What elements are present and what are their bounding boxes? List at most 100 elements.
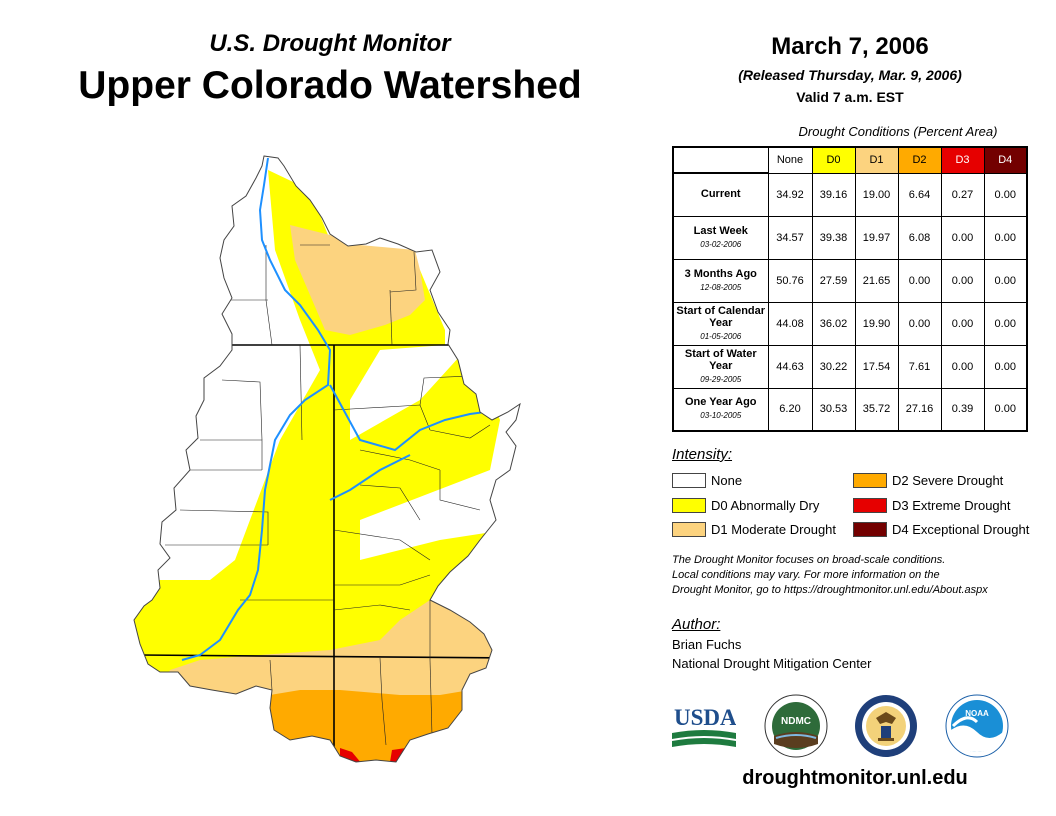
row-label: Last Week 03-02-2006 xyxy=(672,215,769,260)
table-cell: 0.00 xyxy=(983,215,1028,260)
row-date: 12-08-2005 xyxy=(700,282,742,292)
row-label: Start of Water Year 09-29-2005 xyxy=(672,344,769,389)
col-header-none: None xyxy=(767,146,813,174)
row-label: 3 Months Ago 12-08-2005 xyxy=(672,258,769,303)
note-line: Local conditions may vary. For more info… xyxy=(672,569,940,581)
ndmc-logo-text: NDMC xyxy=(781,716,811,727)
author-org: National Drought Mitigation Center xyxy=(672,656,872,671)
legend-label: D3 Extreme Drought xyxy=(892,497,1011,513)
disclaimer-note: The Drought Monitor focuses on broad-sca… xyxy=(672,553,1052,598)
legend-label: D2 Severe Drought xyxy=(892,472,1004,488)
author-heading: Author: xyxy=(672,616,721,633)
table-cell: 0.00 xyxy=(940,301,985,346)
table-cell: 0.00 xyxy=(940,215,985,260)
usda-logo-text: USDA xyxy=(674,705,736,730)
legend-label: D0 Abnormally Dry xyxy=(711,497,820,513)
legend-swatch-d1 xyxy=(672,521,706,537)
table-cell: 6.20 xyxy=(767,387,813,432)
table-cell: 35.72 xyxy=(854,387,899,432)
table-cell: 0.00 xyxy=(983,172,1028,217)
table-cell: 44.63 xyxy=(767,344,813,389)
legend-title: Intensity: xyxy=(672,446,733,463)
table-cell: 44.08 xyxy=(767,301,813,346)
table-cell: 27.16 xyxy=(897,387,942,432)
table-row: 3 Months Ago 12-08-2005 50.76 27.59 21.65 0.0… xyxy=(672,258,1028,303)
noaa-logo: NOAA xyxy=(945,694,1009,758)
legend-label: None xyxy=(711,472,743,488)
legend-swatch-d0 xyxy=(672,497,706,513)
row-date: 01-05-2006 xyxy=(700,331,742,341)
row-label-text: One Year Ago xyxy=(684,396,757,409)
table-cell: 30.22 xyxy=(811,344,856,389)
legend-item-d4: D4 Exceptional Drought xyxy=(853,520,1029,538)
author-name: Brian Fuchs xyxy=(672,637,742,652)
table-cell: 19.90 xyxy=(854,301,899,346)
table-cell: 21.65 xyxy=(854,258,899,303)
col-header-d1: D1 xyxy=(854,146,899,174)
row-label-text: Last Week xyxy=(693,224,748,237)
table-cell: 34.57 xyxy=(767,215,813,260)
table-row: Start of Calendar Year 01-05-2006 44.08 36.… xyxy=(672,301,1028,346)
row-label: Current xyxy=(672,172,769,217)
report-date: March 7, 2006 xyxy=(771,33,929,60)
legend-swatch-d2 xyxy=(853,472,887,488)
table-row: Current 34.92 39.16 19.00 6.64 0.27 0.00 xyxy=(672,172,1028,217)
legend-item-d2: D2 Severe Drought xyxy=(853,471,1003,489)
region-d3-east xyxy=(390,748,414,762)
row-date: 09-29-2005 xyxy=(700,374,742,384)
table-caption: Drought Conditions (Percent Area) xyxy=(798,124,998,139)
legend-label: D1 Moderate Drought xyxy=(711,521,837,537)
usda-logo: USDA xyxy=(672,705,736,747)
row-label: One Year Ago 03-10-2005 xyxy=(672,387,769,432)
table-cell: 6.08 xyxy=(897,215,942,260)
table-row: Last Week 03-02-2006 34.57 39.38 19.97 6.08 0.… xyxy=(672,215,1028,260)
table-cell: 0.00 xyxy=(897,301,942,346)
col-header-d4: D4 xyxy=(983,146,1028,174)
legend-label: D4 Exceptional Drought xyxy=(892,521,1030,537)
table-cell: 0.00 xyxy=(897,258,942,303)
table-cell: 17.54 xyxy=(854,344,899,389)
noaa-logo-text: NOAA xyxy=(965,709,989,718)
table-cell: 36.02 xyxy=(811,301,856,346)
legend-item-d3: D3 Extreme Drought xyxy=(853,496,1011,514)
table-cell: 7.61 xyxy=(897,344,942,389)
table-cell: 0.39 xyxy=(940,387,985,432)
table-cell: 0.00 xyxy=(983,344,1028,389)
row-label-text: 3 Months Ago xyxy=(684,267,757,280)
table-cell: 0.00 xyxy=(983,258,1028,303)
drought-map xyxy=(133,155,521,763)
col-header-d0: D0 xyxy=(811,146,856,174)
drought-table: None D0 D1 D2 D3 D4 Current 34.92 39.16 19.… xyxy=(672,146,1028,432)
col-header-d2: D2 xyxy=(897,146,942,174)
table-cell: 19.00 xyxy=(854,172,899,217)
table-cell: 0.00 xyxy=(940,344,985,389)
row-label-text: Current xyxy=(700,187,741,200)
corner-cell xyxy=(673,147,768,174)
table-cell: 30.53 xyxy=(811,387,856,432)
note-line: Drought Monitor, go to https://droughtmo… xyxy=(672,584,988,596)
table-cell: 27.59 xyxy=(811,258,856,303)
table-header-row: None D0 D1 D2 D3 D4 xyxy=(673,146,1028,174)
row-date: 03-02-2006 xyxy=(700,239,742,249)
legend-item-d1: D1 Moderate Drought xyxy=(672,520,836,538)
ndmc-logo: NDMC xyxy=(764,694,828,758)
map-title: Upper Colorado Watershed xyxy=(78,64,582,107)
county-lines xyxy=(165,244,491,746)
website-url[interactable]: droughtmonitor.unl.edu xyxy=(742,767,968,789)
col-header-d3: D3 xyxy=(940,146,985,174)
region-d1-north xyxy=(290,225,425,335)
table-cell: 39.16 xyxy=(811,172,856,217)
legend-swatch-d3 xyxy=(853,497,887,513)
table-cell: 6.64 xyxy=(897,172,942,217)
row-label-text: Start of Water Year xyxy=(684,347,757,372)
note-line: The Drought Monitor focuses on broad-sca… xyxy=(672,554,946,566)
table-cell: 0.00 xyxy=(940,258,985,303)
legend-item-d0: D0 Abnormally Dry xyxy=(672,496,819,514)
legend-swatch-d4 xyxy=(853,521,887,537)
row-date: 03-10-2005 xyxy=(700,411,742,421)
table-cell: 0.27 xyxy=(940,172,985,217)
region-d2 xyxy=(260,690,470,762)
basin-outline xyxy=(133,155,521,763)
release-date: (Released Thursday, Mar. 9, 2006) xyxy=(738,67,962,83)
legend-swatch-none xyxy=(672,472,706,488)
